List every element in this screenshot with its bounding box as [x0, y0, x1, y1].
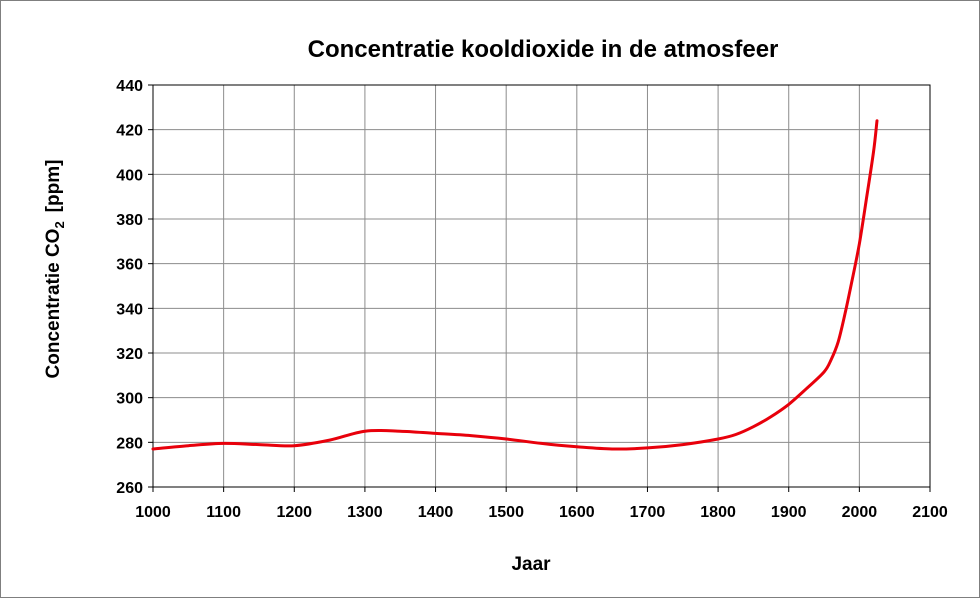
x-tick-label: 1600 — [559, 504, 595, 521]
x-tick-label: 2100 — [912, 504, 948, 521]
y-tick-label: 340 — [116, 301, 143, 318]
y-tick-label: 360 — [116, 257, 143, 274]
plot-border — [152, 84, 931, 488]
y-tick-label: 320 — [116, 346, 143, 363]
y-axis-title-unit: [ppm] — [43, 160, 64, 213]
plot-area — [153, 85, 930, 487]
y-tick-label: 420 — [116, 123, 143, 140]
x-tick-label: 1400 — [418, 504, 454, 521]
y-axis-title-main: Concentratie CO — [43, 229, 64, 379]
y-tick-label: 380 — [116, 212, 143, 229]
y-tick-label: 300 — [116, 391, 143, 408]
co2-series-line-0 — [151, 119, 879, 451]
series-layer — [151, 119, 879, 451]
axis-ticks: 1000 1100 1200 1300 1400 1500 1600 1700 1800 1900… — [116, 78, 948, 521]
x-tick-label: 1700 — [630, 504, 666, 521]
x-tick-label: 1900 — [771, 504, 807, 521]
x-tick-label: 1300 — [347, 504, 383, 521]
x-tick-label: 1800 — [700, 504, 736, 521]
y-tick-label: 440 — [116, 78, 143, 95]
x-tick-label: 1000 — [135, 504, 171, 521]
x-axis-title: Jaar — [511, 554, 551, 575]
y-tick-label: 260 — [116, 480, 143, 497]
y-tick-label: 400 — [116, 167, 143, 184]
x-tick-label: 1200 — [276, 504, 312, 521]
x-tick-label: 1100 — [206, 504, 241, 521]
y-axis-title: Concentratie CO2 [ppm] — [43, 160, 67, 379]
x-tick-label: 2000 — [842, 504, 878, 521]
chart-title: Concentratie kooldioxide in de atmosfeer — [308, 36, 779, 63]
x-tick-label: 1500 — [488, 504, 524, 521]
y-tick-label: 280 — [116, 435, 143, 452]
y-axis-title-subscript: 2 — [52, 221, 67, 228]
